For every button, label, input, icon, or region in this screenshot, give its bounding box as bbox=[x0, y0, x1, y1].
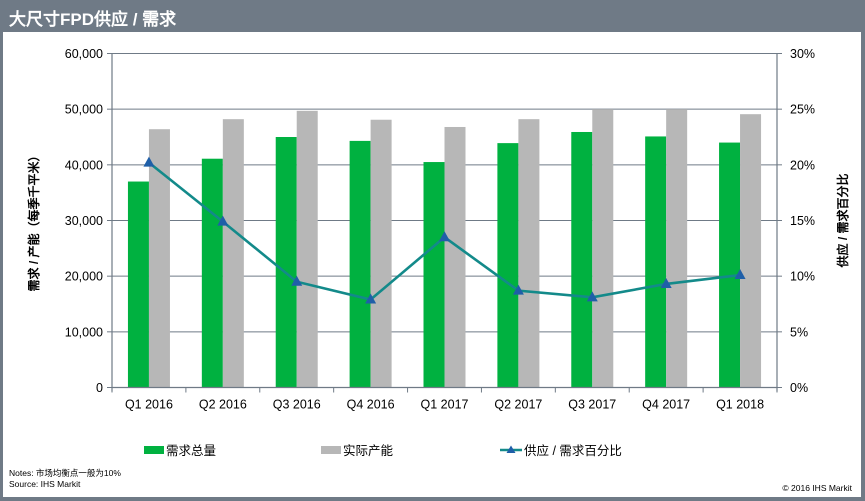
bar-capacity bbox=[740, 114, 762, 388]
y-tick-label: 60,000 bbox=[65, 47, 103, 61]
y-axis-title-left: 需求 / 产能（每季千平米） bbox=[26, 149, 41, 291]
x-tick-label: Q3 2016 bbox=[273, 398, 321, 412]
bar-demand bbox=[349, 140, 371, 388]
legend-label-demand: 需求总量 bbox=[166, 444, 217, 458]
bar-demand bbox=[275, 137, 297, 388]
y-right-tick-label: 25% bbox=[790, 103, 815, 117]
x-tick-label: Q4 2016 bbox=[347, 398, 395, 412]
bar-demand bbox=[571, 131, 593, 388]
bar-capacity bbox=[148, 129, 170, 388]
x-tick-label: Q1 2016 bbox=[125, 398, 173, 412]
bar-capacity bbox=[444, 126, 466, 388]
y-tick-label: 0 bbox=[96, 381, 103, 395]
chart-title: 大尺寸FPD供应 / 需求 bbox=[9, 10, 177, 29]
ratio-marker-icon bbox=[439, 231, 450, 242]
legend-label-ratio: 供应 / 需求百分比 bbox=[524, 444, 622, 458]
bar-demand bbox=[127, 181, 149, 388]
y-right-tick-label: 10% bbox=[790, 270, 815, 284]
ratio-marker-icon bbox=[734, 269, 746, 280]
bar-demand bbox=[645, 136, 667, 388]
ratio-marker-icon bbox=[365, 293, 377, 304]
y-tick-label: 20,000 bbox=[65, 270, 103, 284]
ratio-marker-icon bbox=[586, 291, 598, 302]
x-tick-label: Q1 2018 bbox=[716, 398, 764, 412]
y-tick-label: 30,000 bbox=[65, 214, 103, 228]
bar-capacity bbox=[370, 119, 392, 388]
bar-demand bbox=[497, 143, 519, 388]
bar-capacity bbox=[666, 109, 688, 388]
bar-capacity bbox=[592, 109, 614, 388]
bar-capacity bbox=[222, 119, 244, 388]
ratio-marker-icon bbox=[512, 284, 524, 295]
legend-line-marker-icon bbox=[500, 445, 522, 453]
title-bar: 大尺寸FPD供应 / 需求 bbox=[0, 0, 865, 31]
bar-demand bbox=[201, 158, 223, 388]
x-tick-label: Q3 2017 bbox=[568, 398, 616, 412]
ratio-marker-icon bbox=[660, 277, 672, 288]
bar-capacity bbox=[518, 119, 540, 388]
y-axis-title-right: 供应 / 需求百分比 bbox=[835, 173, 850, 268]
y-right-tick-label: 20% bbox=[790, 158, 815, 172]
ratio-marker-icon bbox=[217, 215, 229, 226]
legend-item-ratio: 供应 / 需求百分比 bbox=[500, 440, 622, 459]
y-tick-label: 40,000 bbox=[65, 158, 103, 172]
notes-text: Notes: 市场均衡点一般为10% bbox=[9, 468, 121, 478]
y-right-tick-label: 0% bbox=[790, 381, 808, 395]
source-text: Source: IHS Markit bbox=[9, 479, 81, 489]
legend-item-capacity: 实际产能 bbox=[321, 440, 393, 459]
bar-demand bbox=[423, 162, 445, 388]
copyright-text: © 2016 IHS Markit bbox=[782, 483, 852, 493]
x-tick-label: Q2 2017 bbox=[494, 398, 542, 412]
legend-label-capacity: 实际产能 bbox=[343, 444, 394, 458]
ratio-marker-icon bbox=[143, 156, 155, 167]
y-tick-label: 10,000 bbox=[65, 325, 103, 339]
y-right-tick-label: 5% bbox=[790, 325, 808, 339]
y-right-tick-label: 30% bbox=[790, 47, 815, 61]
x-tick-label: Q4 2017 bbox=[642, 398, 690, 412]
ratio-marker-icon bbox=[291, 275, 303, 286]
x-tick-label: Q1 2017 bbox=[421, 398, 469, 412]
bar-demand bbox=[719, 142, 741, 388]
bar-capacity bbox=[296, 110, 318, 388]
x-tick-label: Q2 2016 bbox=[199, 398, 247, 412]
legend-swatch-capacity bbox=[321, 445, 341, 454]
legend-swatch-demand bbox=[144, 445, 164, 454]
y-tick-label: 50,000 bbox=[65, 103, 103, 117]
y-right-tick-label: 15% bbox=[790, 214, 815, 228]
legend-item-demand: 需求总量 bbox=[144, 440, 216, 459]
footer-notes: Notes: 市场均衡点一般为10% Source: IHS Markit bbox=[9, 468, 121, 490]
